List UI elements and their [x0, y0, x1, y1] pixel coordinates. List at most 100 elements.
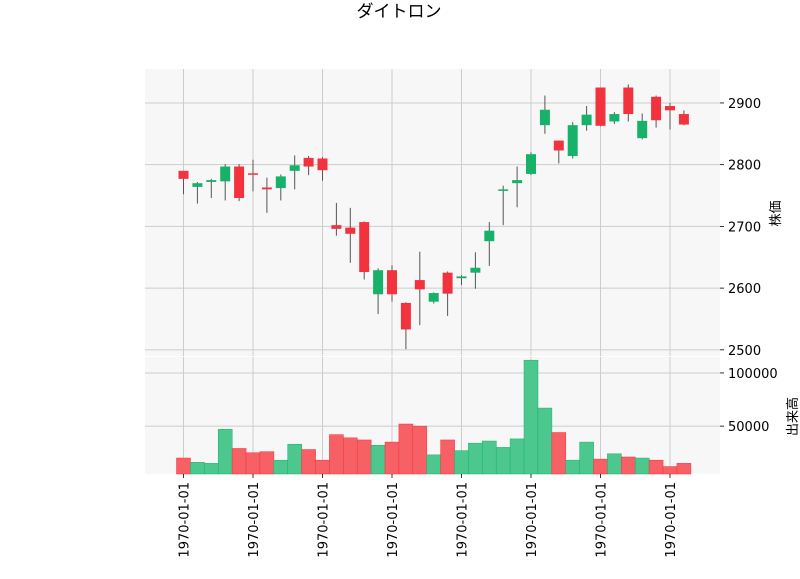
- candle-up: [289, 155, 300, 190]
- candle-body: [192, 183, 203, 187]
- candle-body: [581, 114, 592, 126]
- volume-bar-down: [676, 463, 692, 475]
- candle-body: [678, 114, 689, 125]
- candle-down: [331, 202, 342, 236]
- candle-down: [400, 302, 411, 350]
- volume-bar-down: [593, 458, 608, 475]
- chart-title: ダイトロン: [357, 2, 442, 22]
- volume-bar-up: [495, 447, 511, 475]
- volume-bar-up: [204, 463, 219, 475]
- volume-bar-down: [384, 441, 400, 475]
- candle-up: [567, 122, 578, 159]
- candle-body: [567, 125, 578, 157]
- volume-bar-up: [523, 359, 539, 475]
- candle-body: [665, 106, 675, 111]
- volume-bar-down: [356, 439, 372, 475]
- volume-bar-up: [565, 459, 580, 475]
- candle-down: [442, 271, 453, 316]
- volume-bar-down: [176, 457, 191, 475]
- volume-bar-down: [301, 449, 316, 475]
- volume-bar-up: [190, 462, 205, 475]
- candle-body: [637, 120, 648, 139]
- candle-up: [470, 252, 481, 289]
- candle-up: [373, 268, 384, 315]
- candle-body: [303, 157, 314, 167]
- price-ytick-label: 2800: [728, 159, 761, 174]
- volume-bar-down: [245, 452, 261, 475]
- volume-bar-up: [370, 445, 386, 475]
- candle-up: [539, 95, 550, 134]
- candle-down: [261, 177, 272, 213]
- candle-body: [498, 189, 509, 191]
- candle-body: [261, 187, 272, 190]
- candle-body: [484, 230, 495, 242]
- volume-bar-up: [273, 459, 289, 475]
- x-tick-label: 1970-01-01: [456, 482, 471, 558]
- candle-down: [678, 110, 689, 126]
- candle-down: [248, 159, 258, 192]
- volume-bar-down: [398, 423, 414, 475]
- volume-bar-down: [259, 451, 275, 475]
- volume-ytick-label: 100000: [728, 367, 778, 382]
- candle-up: [456, 275, 467, 286]
- candle-down: [595, 87, 606, 127]
- candle-up: [206, 178, 217, 198]
- candle-down: [178, 170, 189, 195]
- price-panel-background: [145, 69, 720, 356]
- price-ytick-label: 2700: [728, 220, 761, 235]
- candle-body: [595, 87, 606, 126]
- candle-body: [248, 173, 258, 175]
- volume-bar-down: [662, 466, 678, 475]
- candle-body: [206, 180, 217, 182]
- candle-body: [651, 96, 662, 121]
- price-ytick-label: 2600: [728, 282, 761, 297]
- candle-body: [428, 293, 439, 302]
- volume-bar-up: [426, 454, 441, 475]
- volume-bar-up: [287, 443, 302, 475]
- candle-up: [581, 106, 592, 131]
- candle-down: [414, 251, 425, 326]
- x-tick-label: 1970-01-01: [247, 482, 262, 558]
- candle-body: [400, 302, 411, 330]
- candle-up: [428, 292, 439, 304]
- candle-body: [609, 114, 620, 122]
- candle-body: [275, 176, 286, 189]
- candle-down: [665, 102, 675, 130]
- volume-ytick-label: 50000: [728, 420, 769, 435]
- volume-bar-up: [509, 438, 525, 475]
- candle-down: [234, 164, 245, 202]
- volume-axis-label: 出来高: [785, 397, 800, 436]
- candle-body: [331, 225, 342, 229]
- volume-bar-up: [579, 441, 594, 475]
- x-axis: 1970-01-01 1970-01-01 1970-01-01 1970-01-01…: [178, 474, 679, 558]
- volume-bar-down: [648, 459, 664, 475]
- volume-panel: 50000 100000 出来高: [145, 357, 800, 475]
- candle-up: [637, 113, 648, 140]
- candle-down: [651, 95, 662, 128]
- candle-down: [359, 221, 370, 280]
- price-axis-label: 株価: [769, 200, 784, 226]
- candle-up: [275, 174, 286, 201]
- volume-bar-up: [454, 450, 469, 475]
- candle-body: [456, 276, 467, 279]
- candle-down: [553, 140, 564, 164]
- price-ytick-label: 2900: [728, 97, 761, 112]
- candle-up: [220, 164, 231, 201]
- price-ytick-label: 2500: [728, 344, 761, 359]
- x-tick-label: 1970-01-01: [386, 482, 401, 558]
- candle-body: [387, 270, 397, 295]
- candle-body: [234, 166, 245, 198]
- volume-bar-up: [217, 429, 233, 475]
- volume-bar-down: [343, 437, 358, 475]
- candle-down: [317, 157, 328, 181]
- candle-down: [303, 156, 314, 176]
- x-tick-label: 1970-01-01: [595, 482, 610, 558]
- candle-body: [345, 227, 356, 234]
- volume-bar-down: [412, 425, 428, 475]
- candle-body: [317, 158, 328, 171]
- candle-up: [498, 185, 509, 226]
- candle-up: [512, 166, 523, 208]
- x-tick-label: 1970-01-01: [317, 482, 332, 558]
